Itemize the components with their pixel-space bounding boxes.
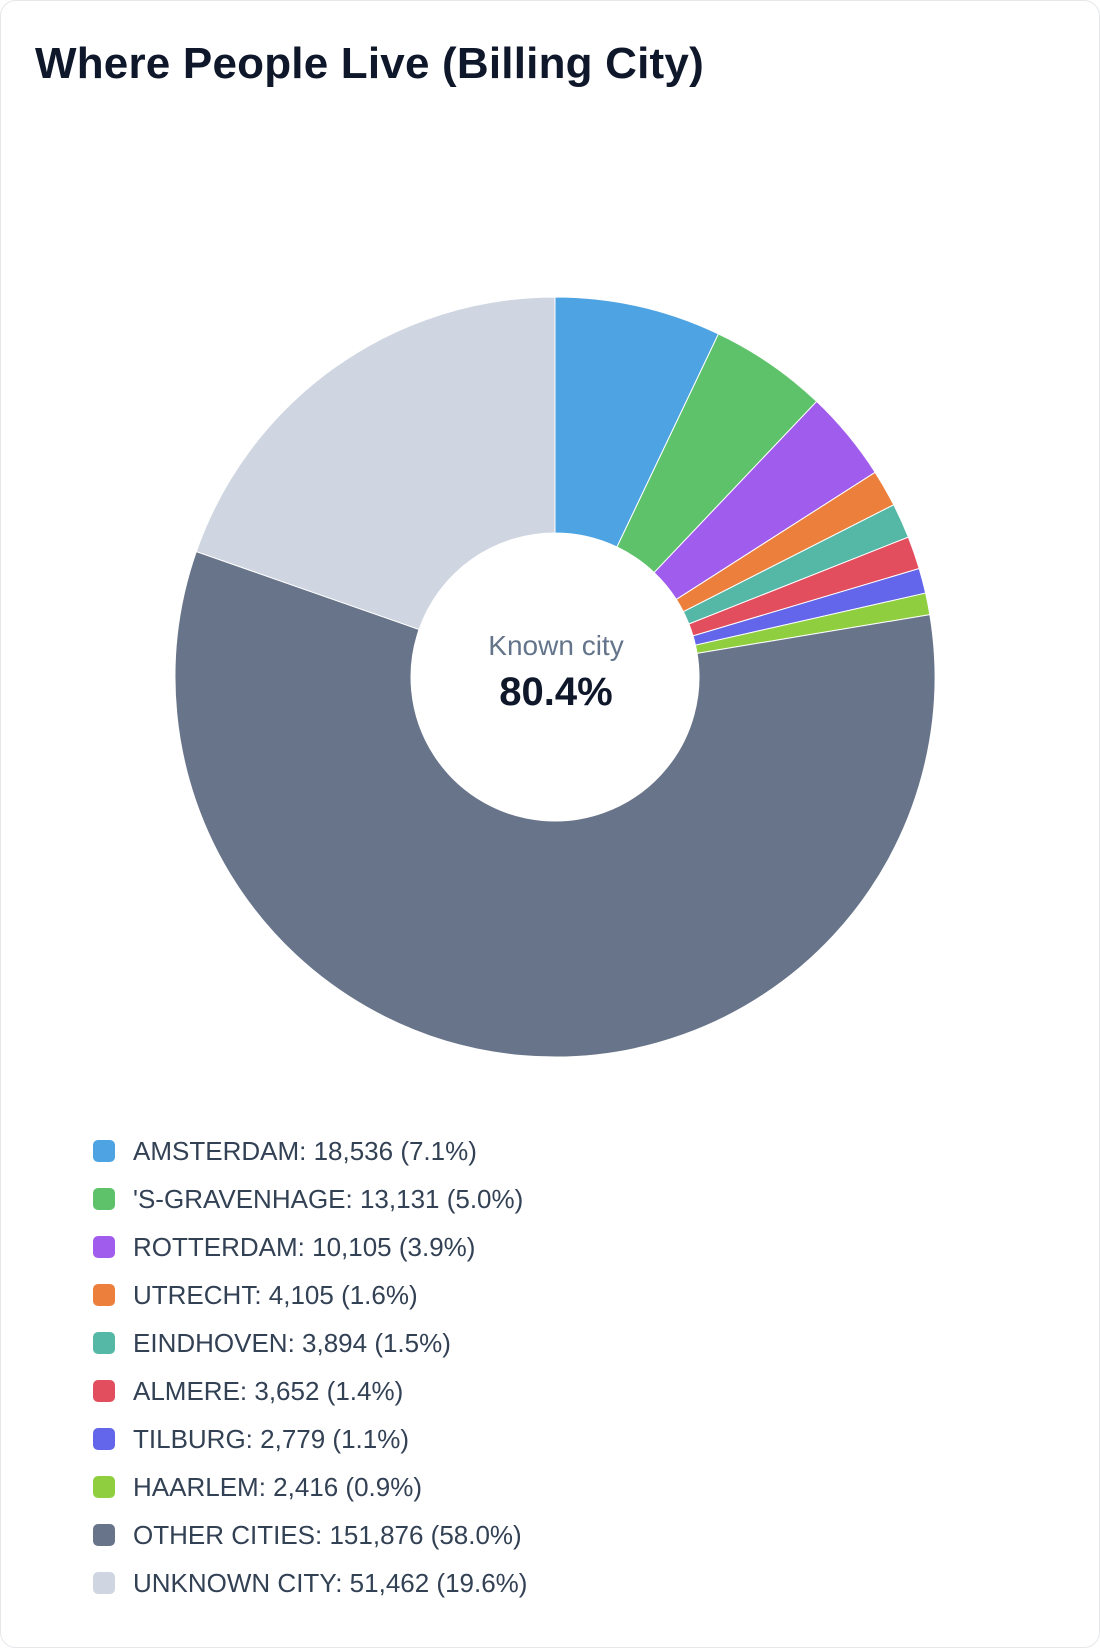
- donut-chart: [174, 296, 936, 1058]
- legend-item-other-cities[interactable]: OTHER CITIES: 151,876 (58.0%): [93, 1511, 527, 1559]
- legend-item-tilburg[interactable]: TILBURG: 2,779 (1.1%): [93, 1415, 527, 1463]
- legend-swatch: [93, 1332, 115, 1354]
- legend-label: 'S-GRAVENHAGE: 13,131 (5.0%): [133, 1184, 524, 1214]
- legend-item-haarlem[interactable]: HAARLEM: 2,416 (0.9%): [93, 1463, 527, 1511]
- legend-swatch: [93, 1428, 115, 1450]
- legend-swatch: [93, 1236, 115, 1258]
- legend-label: ALMERE: 3,652 (1.4%): [133, 1376, 404, 1406]
- legend-label: HAARLEM: 2,416 (0.9%): [133, 1472, 423, 1502]
- legend-item-utrecht[interactable]: UTRECHT: 4,105 (1.6%): [93, 1271, 527, 1319]
- legend-label: AMSTERDAM: 18,536 (7.1%): [133, 1136, 477, 1166]
- legend-item-almere[interactable]: ALMERE: 3,652 (1.4%): [93, 1367, 527, 1415]
- legend-swatch: [93, 1284, 115, 1306]
- legend-swatch: [93, 1188, 115, 1210]
- donut-slice-other-cities[interactable]: [174, 550, 936, 1058]
- chart-title: Where People Live (Billing City): [35, 39, 704, 88]
- legend-swatch: [93, 1380, 115, 1402]
- legend-label: EINDHOVEN: 3,894 (1.5%): [133, 1328, 451, 1358]
- legend-label: UTRECHT: 4,105 (1.6%): [133, 1280, 418, 1310]
- chart-legend: AMSTERDAM: 18,536 (7.1%) 'S-GRAVENHAGE: 1…: [93, 1127, 527, 1607]
- legend-item-amsterdam[interactable]: AMSTERDAM: 18,536 (7.1%): [93, 1127, 527, 1175]
- legend-swatch: [93, 1572, 115, 1594]
- donut-chart-area: Known city 80.4%: [1, 1, 1100, 1121]
- legend-item-s-gravenhage[interactable]: 'S-GRAVENHAGE: 13,131 (5.0%): [93, 1175, 527, 1223]
- donut-slice-unknown-city[interactable]: [195, 296, 556, 631]
- legend-swatch: [93, 1476, 115, 1498]
- legend-label: ROTTERDAM: 10,105 (3.9%): [133, 1232, 476, 1262]
- legend-item-unknown-city[interactable]: UNKNOWN CITY: 51,462 (19.6%): [93, 1559, 527, 1607]
- legend-item-rotterdam[interactable]: ROTTERDAM: 10,105 (3.9%): [93, 1223, 527, 1271]
- legend-label: UNKNOWN CITY: 51,462 (19.6%): [133, 1568, 528, 1598]
- center-value: 80.4%: [499, 670, 613, 714]
- legend-label: OTHER CITIES: 151,876 (58.0%): [133, 1520, 522, 1550]
- legend-swatch: [93, 1524, 115, 1546]
- legend-swatch: [93, 1140, 115, 1162]
- legend-label: TILBURG: 2,779 (1.1%): [133, 1424, 409, 1454]
- center-label: Known city: [488, 630, 624, 661]
- legend-item-eindhoven[interactable]: EINDHOVEN: 3,894 (1.5%): [93, 1319, 527, 1367]
